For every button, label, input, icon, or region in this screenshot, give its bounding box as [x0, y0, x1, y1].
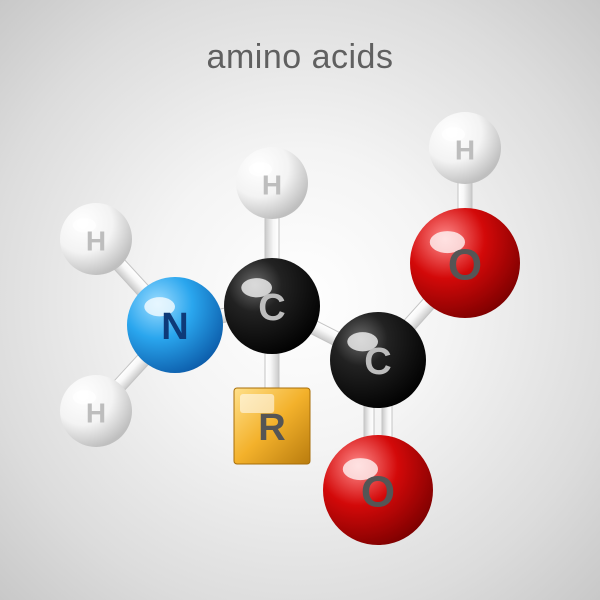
atom-label-C2: C — [364, 341, 391, 383]
atom-H1: H — [60, 203, 132, 275]
atom-label-H3: H — [262, 170, 282, 201]
atom-label-O2: O — [361, 468, 395, 517]
atom-H3: H — [236, 147, 308, 219]
atom-R: R — [234, 388, 310, 464]
atom-label-R: R — [258, 407, 285, 449]
atom-H4: H — [429, 112, 501, 184]
atom-label-H4: H — [455, 135, 475, 166]
atom-O2: O — [323, 435, 433, 545]
atom-C1: C — [224, 258, 320, 354]
atom-N: N — [127, 277, 223, 373]
atom-label-O1: O — [448, 241, 482, 290]
atom-C2: C — [330, 312, 426, 408]
atom-label-N: N — [161, 306, 188, 348]
atom-label-H2: H — [86, 398, 106, 429]
molecule-svg: H H H H R O N O C C — [0, 0, 600, 600]
atom-label-C1: C — [258, 287, 285, 329]
atoms-layer: H H H H R O N O C C — [60, 112, 520, 545]
atom-O1: O — [410, 208, 520, 318]
diagram-stage: amino acids — [0, 0, 600, 600]
atom-H2: H — [60, 375, 132, 447]
atom-label-H1: H — [86, 226, 106, 257]
